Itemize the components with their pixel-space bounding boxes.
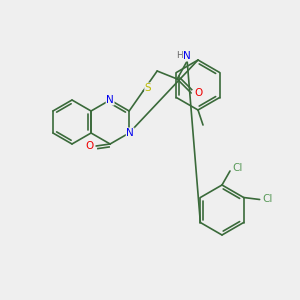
Text: Cl: Cl: [233, 163, 243, 173]
Text: Cl: Cl: [262, 194, 273, 205]
Text: N: N: [183, 51, 191, 61]
Text: S: S: [145, 83, 152, 93]
Text: O: O: [194, 88, 202, 98]
Text: N: N: [106, 95, 114, 105]
Text: H: H: [176, 52, 182, 61]
Text: N: N: [126, 128, 134, 138]
Text: O: O: [85, 141, 93, 151]
